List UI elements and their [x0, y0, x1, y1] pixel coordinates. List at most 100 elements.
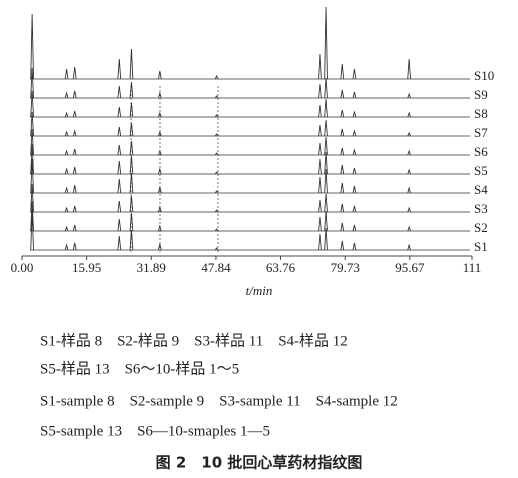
peak [72, 224, 77, 232]
peak [407, 149, 411, 156]
x-tick-label: 47.84 [201, 260, 231, 275]
peak [30, 128, 34, 156]
peak [324, 227, 328, 251]
peak [407, 168, 411, 175]
x-axis-label: t/min [246, 283, 273, 298]
peak [407, 243, 411, 251]
peak [72, 66, 77, 80]
peak [318, 176, 322, 194]
x-tick-label: 95.67 [395, 260, 425, 275]
peak [158, 130, 162, 137]
peak [64, 149, 69, 156]
peak [214, 171, 219, 175]
peak [30, 200, 34, 232]
peak [318, 124, 322, 137]
peak [117, 235, 122, 251]
peak [214, 114, 219, 118]
series-label: S4 [474, 182, 488, 197]
peak [340, 89, 345, 99]
peak [214, 152, 219, 156]
peak [158, 149, 162, 156]
peak [352, 91, 357, 99]
series-label: S7 [474, 125, 488, 140]
peak [129, 48, 134, 80]
peak [30, 143, 34, 175]
peak [352, 148, 357, 156]
peak [117, 200, 122, 213]
peak [157, 243, 162, 251]
peak [352, 167, 357, 175]
peak [214, 247, 219, 251]
caption-line: S5-sample 13 S6—10-smaples 1—5 [40, 423, 270, 439]
peak [30, 111, 34, 137]
peak [340, 147, 345, 156]
peak [117, 126, 122, 137]
x-tick-label: 15.95 [72, 260, 101, 275]
peak [129, 140, 134, 156]
peak [324, 193, 328, 213]
peak [30, 67, 34, 99]
peak [129, 195, 134, 213]
peak [324, 136, 328, 156]
peak [30, 183, 34, 213]
peak [318, 104, 322, 118]
peak [407, 206, 411, 213]
peak [407, 92, 411, 99]
peak [158, 91, 162, 99]
peak [129, 122, 134, 137]
peak [214, 209, 219, 213]
peak [214, 74, 219, 80]
peak [324, 168, 328, 194]
peak [158, 111, 162, 118]
peak [129, 81, 134, 99]
peak [340, 109, 345, 118]
x-tick-label: 111 [463, 260, 482, 275]
peak [407, 111, 411, 118]
series-label: S2 [474, 220, 488, 235]
peak [64, 167, 69, 175]
peak [117, 178, 122, 194]
peak [407, 225, 411, 232]
peak [340, 203, 345, 213]
peak [129, 172, 134, 194]
peak [214, 95, 219, 99]
peak [352, 129, 357, 137]
peak [318, 216, 322, 232]
peak [64, 91, 69, 99]
peak [64, 186, 69, 194]
peak [324, 77, 328, 99]
peak [157, 70, 162, 80]
peak [318, 53, 322, 80]
series-label: S6 [474, 144, 488, 159]
peak [72, 110, 77, 118]
peak [129, 102, 134, 118]
peak [318, 199, 322, 213]
peak [64, 225, 69, 232]
peak [30, 13, 34, 80]
peak [340, 128, 345, 137]
peak [117, 85, 122, 99]
peak [72, 129, 77, 137]
peak [64, 206, 69, 213]
peak [214, 190, 219, 194]
peak [340, 182, 345, 194]
peak [318, 83, 322, 99]
peak [407, 131, 411, 137]
peak [72, 205, 77, 213]
peak [72, 242, 77, 251]
peak [318, 158, 322, 175]
series-label: S3 [474, 201, 488, 216]
peak [72, 90, 77, 99]
series-label: S5 [474, 163, 488, 178]
peak [129, 229, 134, 251]
peak [324, 119, 328, 137]
peak [352, 68, 357, 80]
peak [64, 243, 69, 251]
peak [158, 205, 162, 213]
caption-line: S1-sample 8 S2-sample 9 S3-sample 11 S4-… [40, 393, 398, 409]
peak [407, 58, 412, 80]
peak [72, 184, 77, 194]
series-label: S1 [474, 239, 488, 254]
